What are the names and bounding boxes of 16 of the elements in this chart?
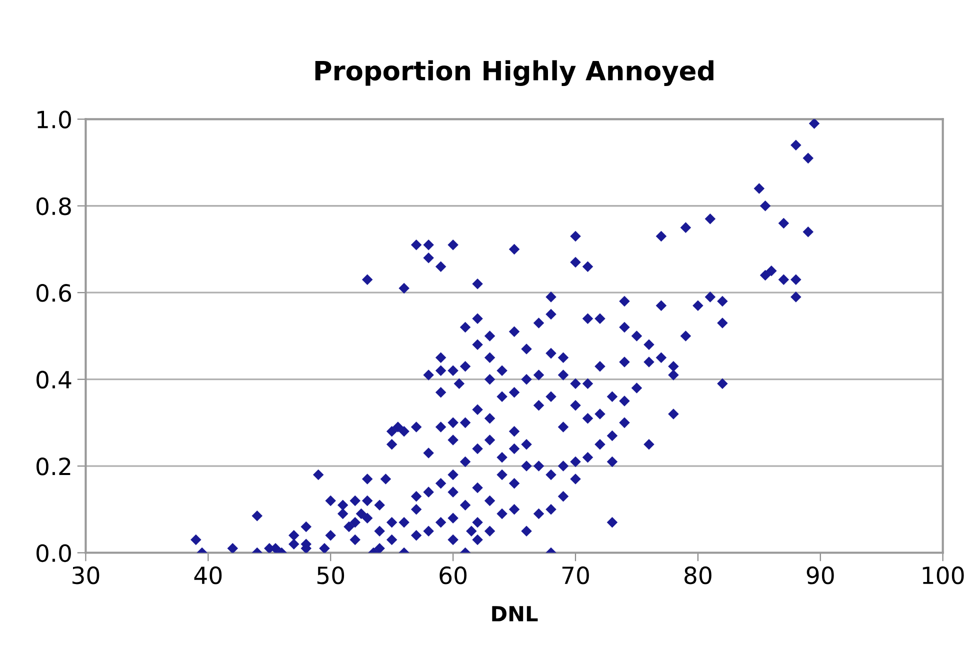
x-tick-label: 100 [922,566,964,584]
y-tick-label: 1.0 [38,110,71,128]
x-tick-label: 60 [440,566,467,584]
x-tick-label: 40 [194,566,222,584]
x-tick-label: 80 [684,566,712,584]
y-tick-label: 0.8 [36,197,71,216]
chart-title: Proportion Highly Annoyed [315,60,714,86]
x-tick-label: 70 [562,566,589,584]
x-tick-label: 50 [317,566,344,584]
x-axis-title: DNL [492,606,538,622]
x-tick-label: 90 [806,566,834,584]
y-tick-label: 0.0 [36,544,71,562]
y-tick-label: 0.6 [36,284,72,302]
x-tick-label: 30 [72,566,100,584]
y-tick-label: 0.4 [36,370,72,389]
y-tick-label: 0.2 [36,457,70,476]
